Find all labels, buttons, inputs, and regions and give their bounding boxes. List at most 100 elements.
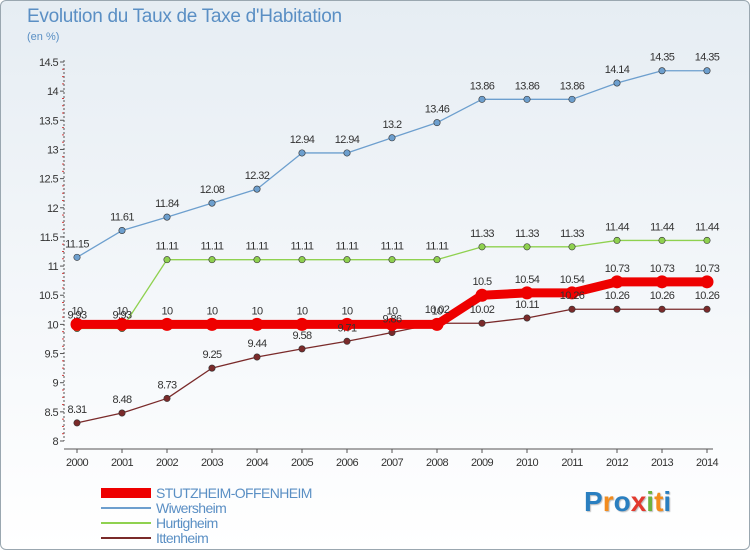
data-label: 13.86 xyxy=(515,80,540,92)
data-label: 11.84 xyxy=(155,198,179,210)
data-label: 13.86 xyxy=(470,80,495,92)
y-tick-label: 14.5 xyxy=(39,57,58,69)
data-label: 10.26 xyxy=(560,290,585,302)
data-label: 10.26 xyxy=(605,290,630,302)
data-point xyxy=(253,353,261,361)
data-point xyxy=(478,319,486,327)
legend-item: Wiwersheim xyxy=(101,500,401,516)
data-label: 10 xyxy=(431,305,443,317)
data-label: 14.35 xyxy=(650,52,675,64)
data-point xyxy=(160,317,174,331)
data-label: 14.35 xyxy=(695,52,720,64)
data-point xyxy=(343,256,351,264)
data-point xyxy=(658,67,666,75)
data-label: 10.73 xyxy=(695,263,720,275)
x-tick-label: 2014 xyxy=(696,457,719,469)
data-point xyxy=(478,95,486,103)
data-point xyxy=(568,243,576,251)
x-tick-label: 2001 xyxy=(111,457,134,469)
data-point xyxy=(295,317,309,331)
y-tick-label: 13 xyxy=(47,144,59,156)
data-label: 10.02 xyxy=(470,304,495,316)
data-label: 11.61 xyxy=(110,212,134,224)
x-tick-label: 2010 xyxy=(516,457,539,469)
y-tick-label: 10.5 xyxy=(39,290,58,302)
y-tick-label: 13.5 xyxy=(39,115,58,127)
data-point xyxy=(478,243,486,251)
data-point xyxy=(340,317,354,331)
x-tick-label: 2008 xyxy=(426,457,449,469)
legend: STUTZHEIM-OFFENHEIM Wiwersheim Hurtigheim I… xyxy=(101,485,401,546)
data-label: 13.46 xyxy=(425,104,450,116)
data-point xyxy=(73,253,81,261)
axes: 8 8.5 9 9.5 10 10.5 11 11.5 12 12.5 13 13.5 14 14.5 20… xyxy=(39,57,719,469)
data-label: 10 xyxy=(71,305,83,317)
data-label: 11.44 xyxy=(605,221,629,233)
legend-label: Ittenheim xyxy=(156,530,209,546)
data-point xyxy=(73,419,81,427)
value-labels: 10 10 10 10 10 10 10 10 10 10.5 10.54 10.54 10.73 10.… xyxy=(65,52,720,416)
legend-item: Ittenheim xyxy=(101,530,401,546)
x-tick-label: 2003 xyxy=(201,457,224,469)
data-point xyxy=(298,345,306,353)
data-label: 13.2 xyxy=(382,119,401,131)
y-tick-label: 12.5 xyxy=(39,174,58,186)
data-label: 11.11 xyxy=(201,241,224,253)
data-label: 10.26 xyxy=(650,290,675,302)
data-point xyxy=(118,227,126,235)
x-tick-label: 2000 xyxy=(66,457,89,469)
data-label: 11.33 xyxy=(515,228,539,240)
data-label: 12.94 xyxy=(335,134,360,146)
legend-item: STUTZHEIM-OFFENHEIM xyxy=(101,485,401,501)
data-point xyxy=(565,286,579,300)
legend-label: Wiwersheim xyxy=(156,500,227,516)
legend-label: STUTZHEIM-OFFENHEIM xyxy=(156,485,312,501)
data-point xyxy=(115,317,129,331)
legend-item: Hurtigheim xyxy=(101,515,401,531)
data-point xyxy=(703,305,711,313)
data-point xyxy=(568,95,576,103)
data-point xyxy=(610,275,624,289)
data-label: 11.44 xyxy=(650,221,674,233)
data-label: 10.5 xyxy=(472,276,491,288)
data-point xyxy=(433,256,441,264)
data-point xyxy=(568,305,576,313)
data-point xyxy=(520,286,534,300)
x-tick-label: 2005 xyxy=(291,457,314,469)
data-point xyxy=(298,149,306,157)
data-label: 11.11 xyxy=(381,241,404,253)
data-label: 11.33 xyxy=(470,228,494,240)
data-point xyxy=(613,79,621,87)
data-label: 10.11 xyxy=(515,299,539,311)
data-label: 12.32 xyxy=(245,170,270,182)
data-point xyxy=(343,149,351,157)
data-point xyxy=(163,213,171,221)
data-point xyxy=(208,364,216,372)
x-tick-label: 2011 xyxy=(561,457,583,469)
data-label: 10.02 xyxy=(425,304,450,316)
data-point xyxy=(343,337,351,345)
data-point xyxy=(208,199,216,207)
data-point xyxy=(430,317,444,331)
data-label: 14.14 xyxy=(605,64,630,76)
data-label: 10.54 xyxy=(515,274,540,286)
data-point xyxy=(655,275,669,289)
data-point xyxy=(388,256,396,264)
data-point xyxy=(385,317,399,331)
data-label: 10 xyxy=(386,305,398,317)
data-point xyxy=(163,394,171,402)
x-tick-label: 2009 xyxy=(471,457,494,469)
data-point xyxy=(253,185,261,193)
data-label: 12.08 xyxy=(200,184,225,196)
data-label: 9.93 xyxy=(67,309,86,321)
data-point xyxy=(298,256,306,264)
data-label: 11.33 xyxy=(560,228,584,240)
data-label: 10.73 xyxy=(605,263,630,275)
data-label: 10.73 xyxy=(650,263,675,275)
x-tick-label: 2012 xyxy=(606,457,629,469)
data-label: 11.11 xyxy=(246,241,269,253)
data-label: 11.11 xyxy=(291,241,314,253)
data-label: 8.73 xyxy=(157,379,176,391)
